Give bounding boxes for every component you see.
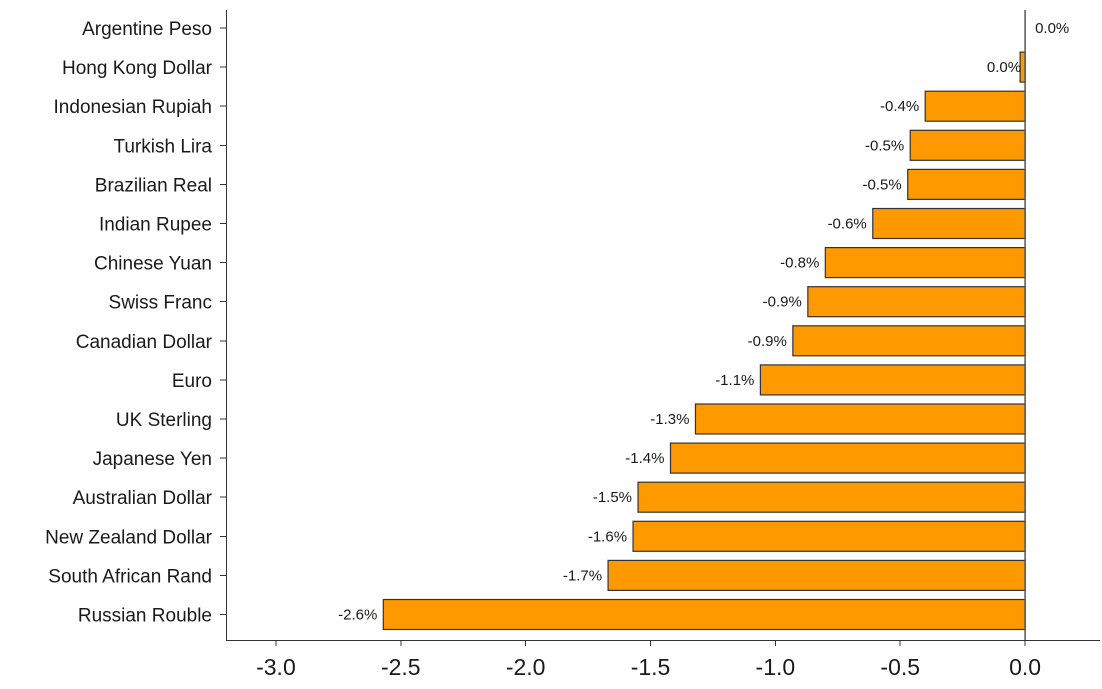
category-label: Indonesian Rupiah [54,97,212,118]
category-label: Brazilian Real [95,175,212,196]
category-label: Canadian Dollar [76,332,213,353]
bar [669,442,1026,474]
category-label: UK Sterling [116,410,212,431]
bar [872,207,1026,240]
category-label: Swiss Franc [109,293,212,314]
category-label: Turkish Lira [113,136,212,157]
data-label: -1.1% [715,372,754,389]
bar [907,168,1026,200]
data-label: -0.4% [880,98,919,115]
data-label: -0.6% [828,216,867,233]
category-label: Argentine Peso [82,19,212,40]
data-label: 0.0% [987,59,1021,76]
bar [792,325,1026,357]
data-label: -1.3% [650,411,689,428]
data-label: -0.5% [865,137,904,154]
data-label: -2.6% [338,607,377,624]
bar [632,520,1026,552]
bar [924,90,1026,122]
bar [694,403,1026,435]
x-tick-label: -2.0 [506,654,546,680]
bar [607,559,1026,592]
data-label: 0.0% [1035,20,1069,37]
data-label: -1.7% [563,567,602,584]
data-label: -1.6% [588,528,627,545]
x-tick-label: -3.0 [256,654,296,680]
category-label: South African Rand [48,566,212,587]
data-label: -0.9% [763,294,802,311]
data-label: -1.4% [625,450,664,467]
data-label: -1.5% [593,489,632,506]
bar [382,598,1026,631]
x-tick-label: 0.0 [1009,654,1041,680]
x-tick-label: -0.5 [880,654,920,680]
category-label: Japanese Yen [93,449,212,470]
category-label: Russian Rouble [78,606,212,627]
bar [824,247,1026,279]
bar [759,364,1026,396]
bar [909,129,1026,161]
data-label: -0.8% [780,255,819,272]
category-label: Indian Rupee [99,215,212,236]
x-tick-label: -2.5 [381,654,421,680]
x-tick-label: -1.0 [756,654,796,680]
category-label: Euro [172,371,212,392]
category-label: Chinese Yuan [94,254,212,275]
bar [637,481,1026,513]
category-label: Australian Dollar [73,488,213,509]
x-tick-label: -1.5 [631,654,671,680]
plot-area: -3.0 -2.5 -2.0 -1.5 -1.0 -0.5 0.0 Argentine Pes… [45,10,1100,680]
category-label: Hong Kong Dollar [62,58,213,79]
category-label: New Zealand Dollar [45,527,213,548]
data-label: -0.5% [863,176,902,193]
data-label: -0.9% [748,333,787,350]
bar [807,286,1026,318]
